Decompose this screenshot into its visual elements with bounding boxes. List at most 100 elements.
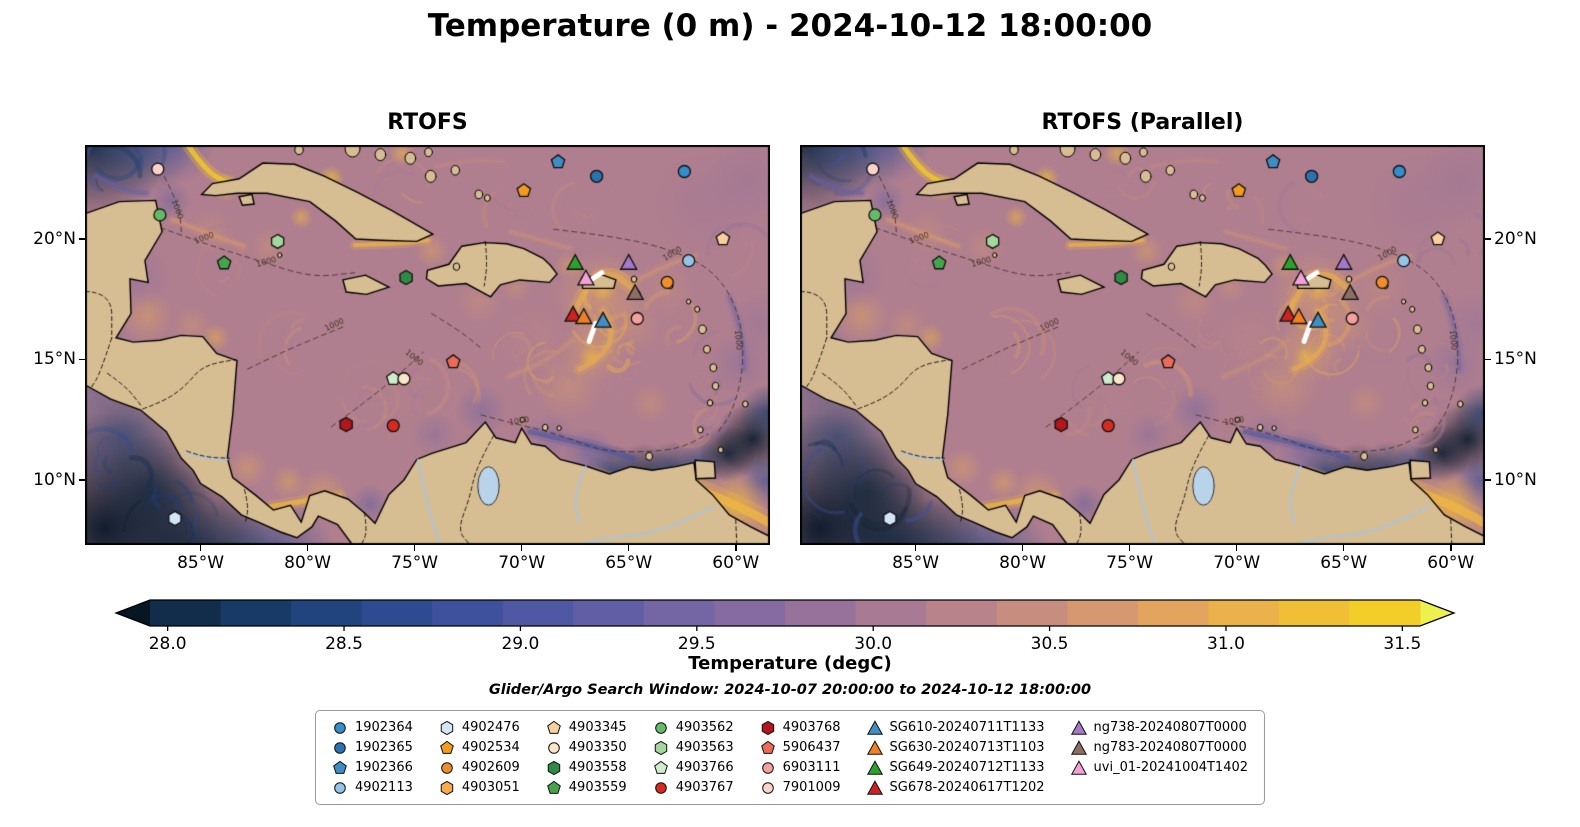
colorbar-segment (150, 600, 222, 626)
legend-item: 4903767 (653, 779, 734, 796)
colorbar-tick-label: 28.5 (325, 634, 363, 654)
legend-item-label: 4902534 (461, 740, 520, 755)
colorbar-extend-high (1420, 600, 1454, 626)
y-tick-label: 10°N (1494, 469, 1537, 490)
legend-marker-shape (440, 780, 454, 795)
legend-item: 4903559 (546, 779, 627, 796)
x-tick-label: 85°W (892, 553, 940, 573)
colorbar-segment (432, 600, 504, 626)
legend-item: 4902113 (332, 779, 413, 796)
legend-item-label: SG649-20240712T1133 (889, 760, 1045, 775)
y-axis-tick (1485, 238, 1491, 240)
legend-item-label: 4902609 (461, 760, 520, 775)
legend-item-label: uvi_01-20241004T1402 (1093, 760, 1249, 775)
pentagon-marker-icon (653, 760, 668, 774)
pentagon-marker-icon (546, 780, 561, 794)
circle-marker-icon (761, 761, 774, 774)
legend-item: SG630-20240713T1103 (866, 739, 1045, 756)
legend-marker-shape (866, 779, 883, 795)
legend-marker-shape (333, 760, 347, 774)
legend-item-label: ng738-20240807T0000 (1093, 720, 1247, 735)
legend-marker-shape (441, 761, 453, 774)
legend-marker-shape (866, 759, 883, 775)
colorbar-segment (291, 600, 363, 626)
legend-item: SG678-20240617T1202 (866, 779, 1045, 796)
legend-item: uvi_01-20241004T1402 (1070, 759, 1249, 776)
legend-marker-shape (761, 761, 774, 774)
legend-item: 5906437 (760, 739, 841, 756)
search-window-subtitle: Glider/Argo Search Window: 2024-10-07 20… (488, 682, 1092, 698)
x-tick-label: 65°W (605, 553, 653, 573)
legend-item: 4902476 (439, 719, 520, 736)
circle-marker-icon (654, 781, 667, 794)
legend-marker-shape (653, 760, 668, 774)
legend-column: SG610-20240711T1133 SG630-20240713T1103 SG… (866, 719, 1045, 796)
legend-marker-shape (547, 741, 560, 754)
legend-item: 4903766 (653, 759, 734, 776)
colorbar-tick-label: 30.0 (854, 634, 892, 654)
legend-marker-shape (761, 720, 774, 735)
legend-column: 4902476 4902534 4902609 4903051 (439, 719, 520, 796)
colorbar-tick-label: 29.0 (501, 634, 539, 654)
colorbar-tick-label: 31.0 (1207, 634, 1245, 654)
legend-marker-shape (761, 781, 774, 794)
legend-column: ng738-20240807T0000 ng783-20240807T0000 uv… (1070, 719, 1249, 796)
x-tick-label: 60°W (1427, 553, 1475, 573)
hexagon-marker-icon (654, 740, 667, 755)
circle-marker-icon (334, 741, 346, 754)
legend-item: 1902365 (332, 739, 413, 756)
colorbar-segment (926, 600, 998, 626)
legend-item: SG649-20240712T1133 (866, 759, 1045, 776)
legend-item-label: SG678-20240617T1202 (889, 780, 1045, 795)
legend-item-label: 4902476 (461, 720, 520, 735)
legend-item-label: SG630-20240713T1103 (889, 740, 1045, 755)
legend-item: 7901009 (760, 779, 841, 796)
pentagon-marker-icon (440, 740, 454, 754)
y-axis-tick (79, 238, 85, 240)
pentagon-marker-icon (546, 720, 561, 734)
legend-column: 4903562 4903563 4903766 4903767 (653, 719, 734, 796)
y-axis-tick (79, 479, 85, 481)
colorbar-segment (502, 600, 574, 626)
legend-marker-shape (546, 780, 561, 794)
legend-item-label: 4903350 (568, 740, 627, 755)
circle-marker-icon (654, 721, 667, 734)
circle-marker-icon (547, 741, 560, 754)
y-tick-label: 20°N (1494, 228, 1537, 249)
x-axis-tick (306, 545, 309, 551)
hexagon-marker-icon (440, 720, 454, 735)
x-tick-label: 80°W (999, 553, 1047, 573)
y-axis-tick (79, 358, 85, 361)
x-tick-label: 85°W (177, 553, 225, 573)
legend-marker-shape (440, 740, 454, 754)
legend-marker-shape (654, 781, 667, 794)
legend-item-label: 6903111 (782, 760, 841, 775)
legend-marker-shape (547, 760, 561, 775)
legend-item: 4902609 (439, 759, 520, 776)
triangle-marker-icon (866, 739, 883, 755)
colorbar-segment (220, 600, 292, 626)
y-axis-tick (1485, 479, 1491, 481)
legend-marker-shape (334, 781, 346, 794)
legend-marker-shape (334, 741, 346, 754)
colorbar-segment (361, 600, 433, 626)
x-tick-label: 80°W (284, 553, 332, 573)
colorbar-tick-label: 31.5 (1383, 634, 1421, 654)
hexagon-marker-icon (440, 780, 454, 795)
legend: 1902364 1902365 1902366 4902113 4902476 49025… (314, 710, 1266, 805)
figure-title: Temperature (0 m) - 2024-10-12 18:00:00 (427, 8, 1153, 44)
legend-item-label: 4902113 (354, 780, 413, 795)
map-rtofs (85, 145, 770, 545)
triangle-marker-icon (1070, 719, 1087, 735)
map-rtofs-parallel (800, 145, 1485, 545)
x-axis-tick (914, 545, 917, 551)
x-axis-tick (1128, 545, 1131, 551)
triangle-marker-icon (866, 779, 883, 795)
legend-item-label: 4903051 (461, 780, 520, 795)
legend-item-label: SG610-20240711T1133 (889, 720, 1045, 735)
legend-marker-shape (760, 740, 775, 754)
legend-item-label: 7901009 (782, 780, 841, 795)
x-axis-tick (413, 545, 416, 551)
legend-item-label: 5906437 (782, 740, 841, 755)
colorbar-tick-label: 28.0 (149, 634, 187, 654)
